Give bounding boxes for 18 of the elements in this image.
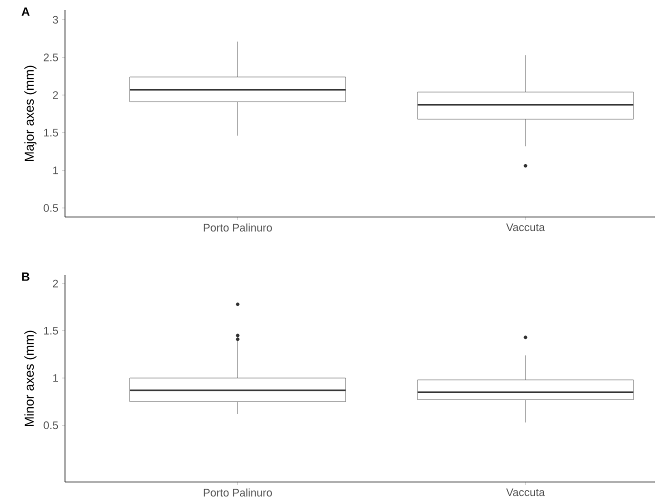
y-tick-label: 1.5 (44, 128, 58, 137)
x-tick-label: Vaccuta (506, 224, 545, 232)
y-axis-title: Major axes (mm) (24, 66, 36, 162)
y-tick-label: 2.5 (44, 54, 58, 62)
y-tick-label: 2 (52, 91, 58, 99)
y-axis-title: Minor axes (mm) (24, 330, 36, 426)
y-tick-label: 3 (52, 16, 58, 24)
chart-title: A (22, 8, 30, 16)
chart-title: B (22, 272, 30, 281)
y-tick-label: 1 (53, 374, 58, 382)
y-tick-label: 0.5 (44, 421, 58, 430)
x-tick-label: Porto Palinuro (204, 224, 272, 232)
y-tick-label: 0.5 (44, 204, 58, 212)
y-tick-label: 1.5 (44, 326, 58, 335)
x-tick-label: Porto Palinuro (204, 488, 272, 497)
y-tick-label: 2 (52, 280, 58, 288)
x-tick-label: Vaccuta (506, 488, 545, 496)
y-tick-label: 1 (53, 166, 58, 174)
